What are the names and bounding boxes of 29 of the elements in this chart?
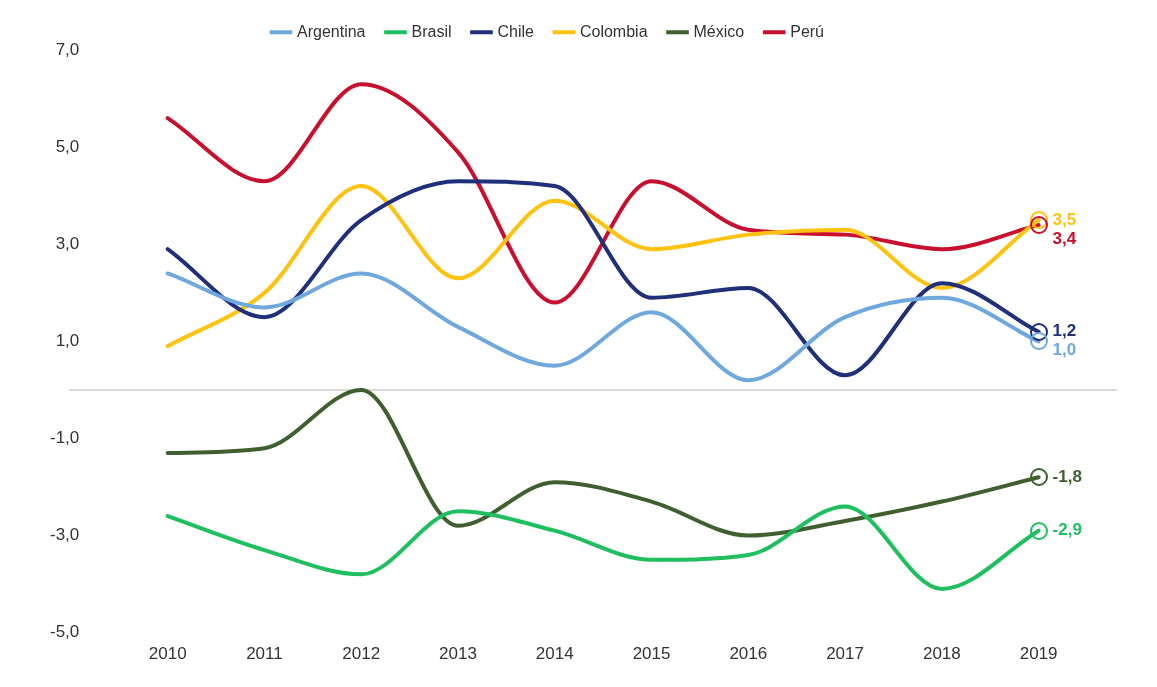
y-tick-label: -5,0	[50, 622, 80, 642]
y-tick-label: 5,0	[55, 136, 80, 156]
data-label: 1,2	[1052, 321, 1077, 341]
x-tick-label: 2014	[535, 644, 574, 664]
x-tick-label: 2018	[922, 644, 961, 664]
data-label: -1,8	[1052, 466, 1082, 486]
legend-label: México	[693, 22, 745, 40]
legend-label: Perú	[790, 22, 825, 40]
x-tick-label: 2015	[632, 644, 671, 664]
legend-label: Colombia	[579, 22, 648, 40]
x-tick-label: 2012	[342, 644, 381, 664]
x-tick-label: 2011	[246, 644, 283, 664]
x-tick-label: 2013	[439, 644, 477, 664]
x-tick-label: 2016	[729, 644, 768, 664]
data-label: 3,5	[1052, 209, 1077, 229]
y-tick-label: -1,0	[50, 428, 80, 448]
x-tick-label: 2019	[1019, 644, 1058, 664]
y-tick-label: 1,0	[55, 331, 80, 351]
y-tick-label: -3,0	[50, 525, 80, 545]
legend-label: Brasil	[411, 22, 452, 40]
y-tick-label: 3,0	[55, 234, 80, 254]
data-label: 1,0	[1052, 340, 1077, 360]
data-label: 3,4	[1052, 228, 1077, 248]
x-tick-label: 2010	[148, 644, 187, 664]
x-tick-label: 2017	[826, 644, 864, 664]
legend-label: Chile	[497, 22, 535, 40]
data-label: -2,9	[1052, 520, 1082, 540]
legend-label: Argentina	[296, 22, 366, 40]
y-tick-label: 7,0	[55, 39, 80, 59]
